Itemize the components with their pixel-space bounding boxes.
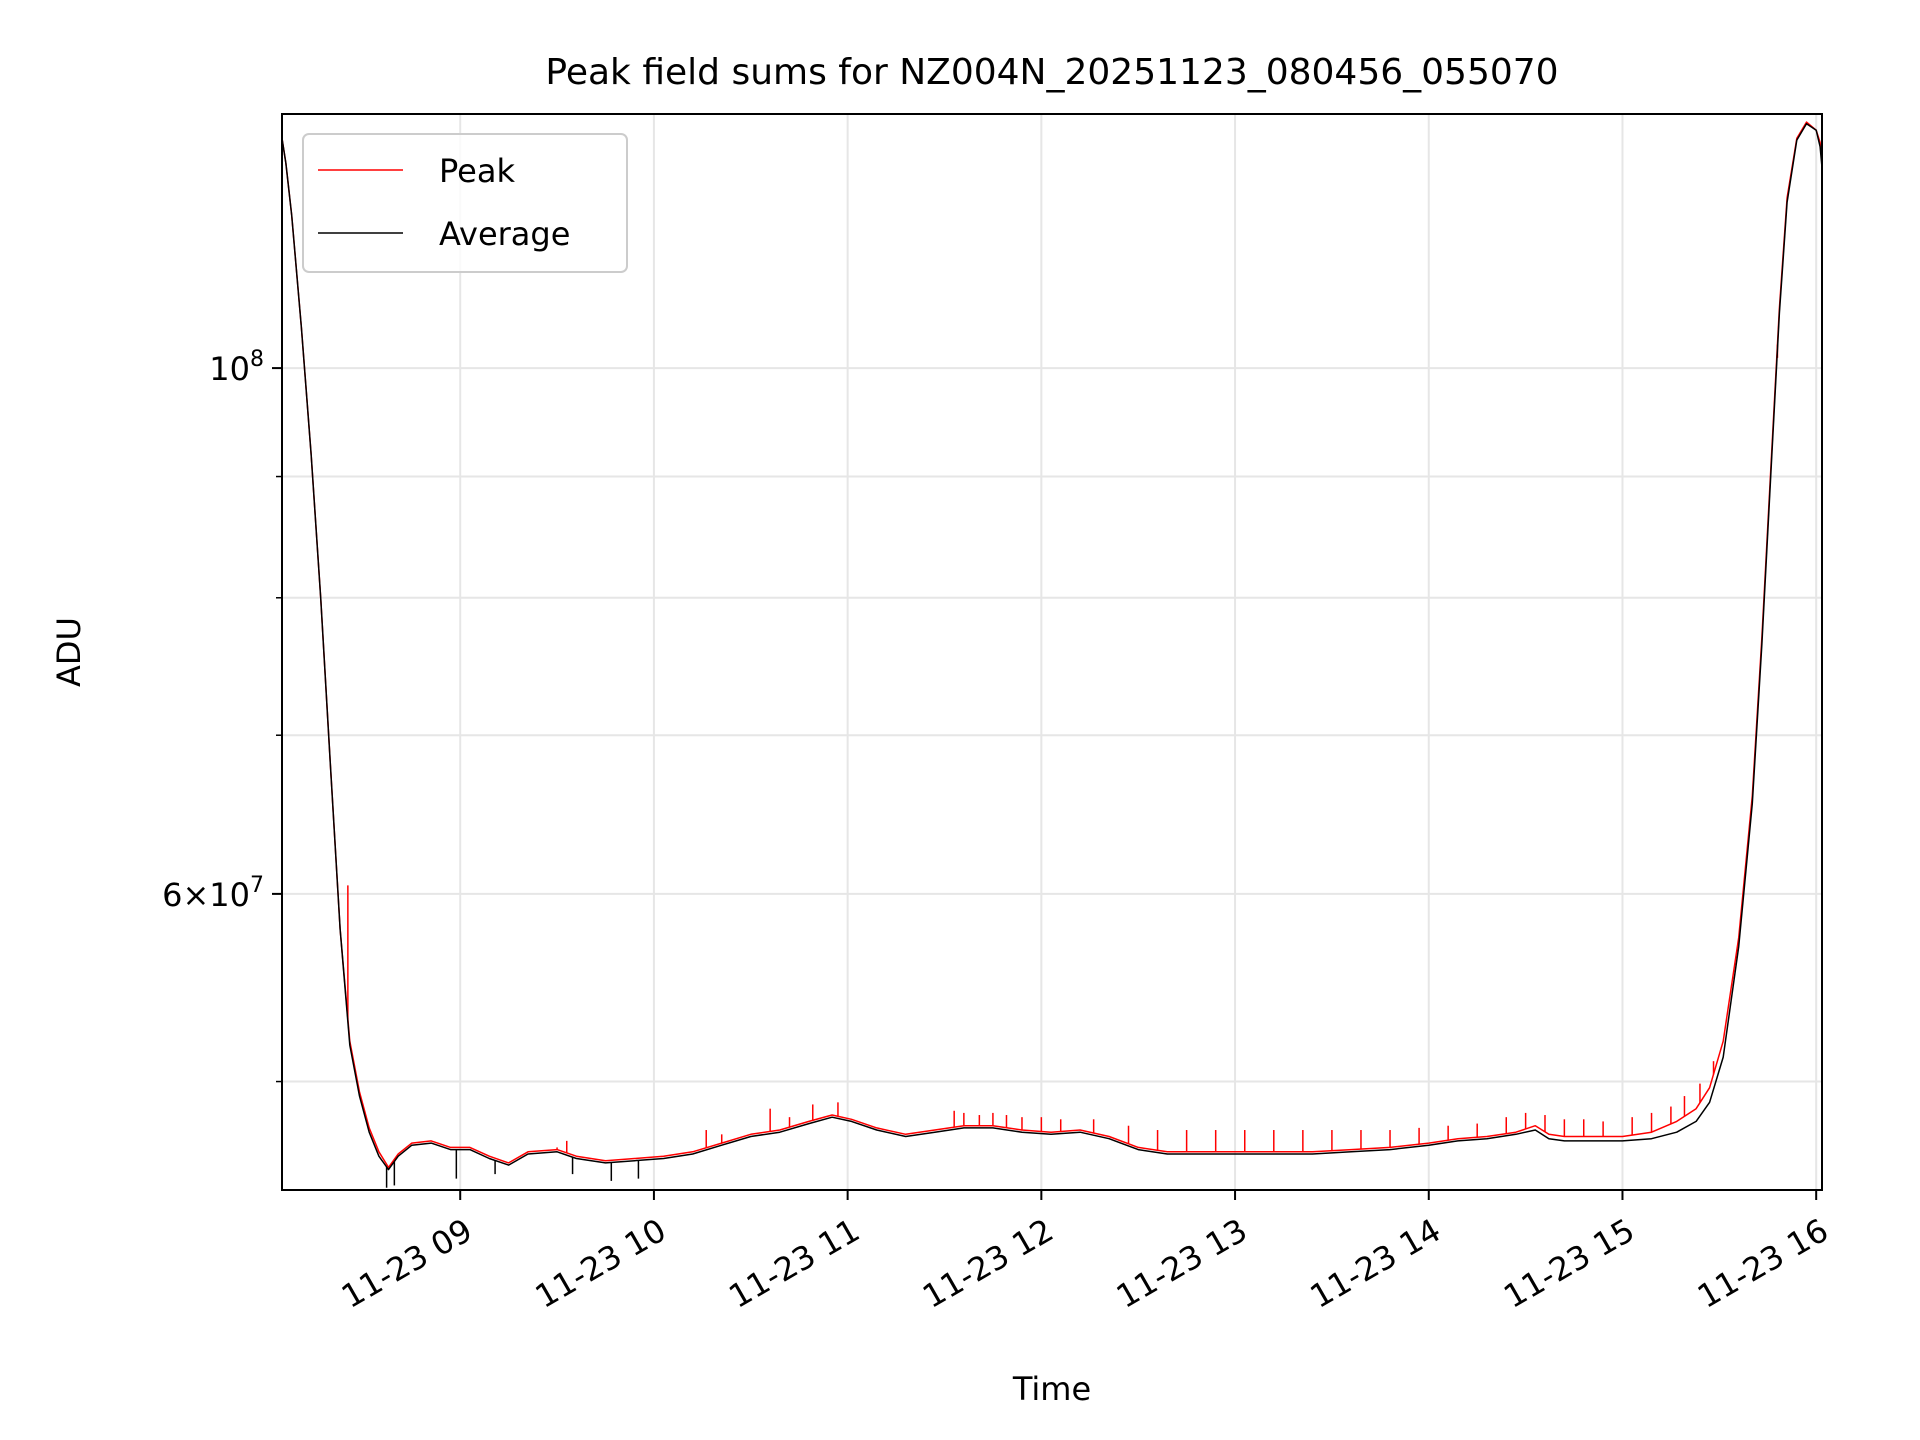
chart-title: Peak field sums for NZ004N_20251123_0804…	[545, 52, 1558, 93]
x-axis-label: Time	[1012, 1370, 1091, 1408]
grid-lines	[282, 114, 1822, 1190]
legend-box	[302, 133, 628, 273]
legend-label-peak: Peak	[439, 152, 515, 190]
series-peak	[281, 121, 1823, 1169]
series-layer	[281, 121, 1823, 1188]
series-average	[281, 122, 1823, 1188]
legend-label-average: Average	[439, 215, 570, 253]
y-tick-label-0: 108	[209, 347, 264, 388]
series-line-average	[281, 122, 1823, 1171]
plot-frame	[281, 113, 1823, 1191]
y-axis-label: ADU	[50, 617, 88, 687]
y-tick-label-1: 6×107	[162, 873, 264, 914]
y-axis: 108 6×107	[162, 347, 282, 1083]
legend: Peak Average	[302, 133, 628, 273]
